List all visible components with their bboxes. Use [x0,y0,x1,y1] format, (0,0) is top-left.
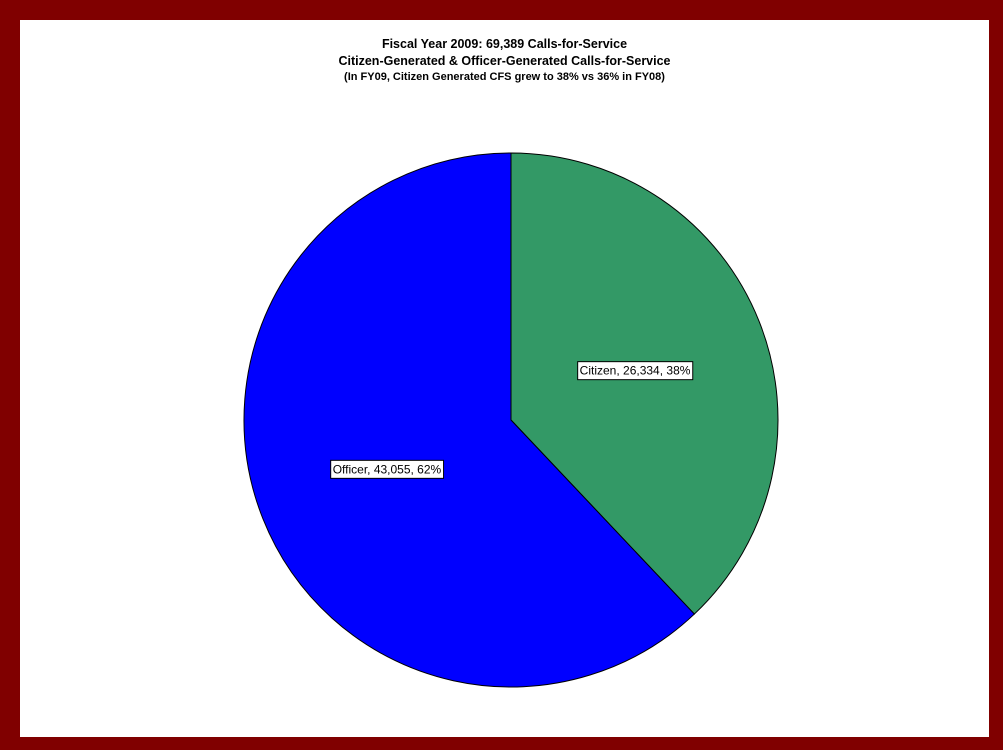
data-label-text: Officer, 43,055, 62% [333,462,442,476]
data-label-box [330,459,445,479]
chart-note: (In FY09, Citizen Generated CFS grew to … [344,71,665,83]
chart-title: Fiscal Year 2009: 69,389 Calls-for-Servi… [381,37,628,51]
pie-slice-citizen [510,152,779,615]
data-label-box [577,361,694,381]
pie-slice-officer [243,152,696,688]
data-label-officer: Officer, 43,055, 62% [330,459,445,479]
chart-titles: Fiscal Year 2009: 69,389 Calls-for-Servi… [20,36,989,85]
data-label-citizen: Citizen, 26,334, 38% [577,361,694,381]
data-label-text: Citizen, 26,334, 38% [580,364,691,378]
chart-subtitle: Citizen-Generated & Officer-Generated Ca… [338,54,671,68]
